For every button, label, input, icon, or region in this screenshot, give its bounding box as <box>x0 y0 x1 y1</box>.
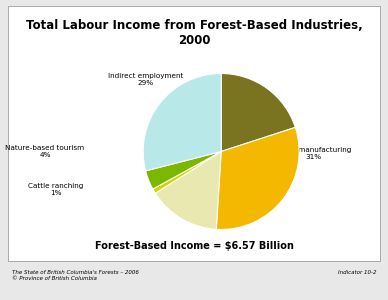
Text: Indicator 10-2: Indicator 10-2 <box>338 270 376 275</box>
Text: Pulp and paper
15%: Pulp and paper 15% <box>174 198 229 212</box>
Text: Wood manufacturing
31%: Wood manufacturing 31% <box>275 147 351 161</box>
Text: Indirect employment
29%: Indirect employment 29% <box>108 74 183 86</box>
Wedge shape <box>221 74 295 152</box>
Wedge shape <box>143 74 221 171</box>
Text: Forestry and logging
20%: Forestry and logging 20% <box>239 66 313 79</box>
Text: Forest-Based Income = $6.57 Billion: Forest-Based Income = $6.57 Billion <box>95 241 293 251</box>
Text: Total Labour Income from Forest-Based Industries,
2000: Total Labour Income from Forest-Based In… <box>26 19 362 47</box>
Wedge shape <box>146 152 221 189</box>
Wedge shape <box>155 152 221 229</box>
Text: Nature-based tourism
4%: Nature-based tourism 4% <box>5 145 85 158</box>
Wedge shape <box>216 128 299 230</box>
Text: Cattle ranching
1%: Cattle ranching 1% <box>28 183 84 196</box>
Wedge shape <box>153 152 221 193</box>
Text: The State of British Columbia's Forests – 2006
© Province of British Columbia: The State of British Columbia's Forests … <box>12 270 139 281</box>
